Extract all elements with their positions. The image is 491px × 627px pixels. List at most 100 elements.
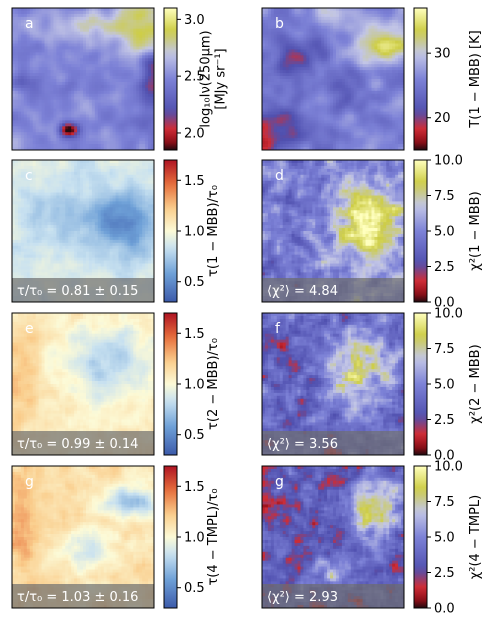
heatmap-cell [62,87,66,92]
heatmap-cell [285,114,290,118]
heatmap-cell [62,162,66,167]
heatmap-cell [279,52,284,56]
heatmap-cell [139,99,143,104]
heatmap-cell [20,67,25,71]
heatmap-cell [142,102,146,107]
heatmap-cell [145,114,149,118]
heatmap-cell [270,129,275,133]
heatmap-cell [130,120,134,124]
heatmap-cell [50,84,54,89]
heatmap-cell [273,117,278,121]
heatmap-cell [270,81,275,86]
heatmap-cell [294,28,298,33]
heatmap-cell [285,19,290,24]
heatmap-cell [327,70,331,74]
heatmap-cell [145,34,149,38]
heatmap-cell [121,174,125,179]
heatmap-cell [136,168,140,173]
heatmap-cell [335,126,340,130]
heatmap-cell [338,52,343,56]
heatmap-cell [288,37,292,41]
heatmap-cell [327,79,331,83]
heatmap-cell [300,117,304,121]
heatmap-cell [291,16,295,21]
heatmap-cell [91,180,96,185]
heatmap-cell [330,108,334,112]
heatmap-cell [392,135,396,139]
heatmap-cell [273,111,278,115]
heatmap-cell [267,37,272,41]
heatmap-cell [74,84,78,89]
heatmap-cell [103,117,108,121]
heatmap-cell [276,120,281,124]
heatmap-cell [121,162,125,167]
heatmap-cell [395,28,399,33]
heatmap-cell [109,93,113,98]
heatmap-cell [368,132,372,136]
heatmap-cell [94,165,99,170]
heatmap-cell [130,138,134,142]
heatmap-cell [29,114,34,118]
heatmap-cell [133,84,137,89]
heatmap-cell [300,108,304,112]
heatmap-cell [100,141,105,145]
heatmap-cell [383,76,387,80]
heatmap-cell [77,144,81,148]
heatmap-cell [377,28,381,33]
heatmap-cell [282,8,287,12]
heatmap-cell [330,99,334,104]
heatmap-cell [392,141,396,145]
heatmap-cell [338,55,343,59]
heatmap-cell [50,147,54,151]
heatmap-cell [395,64,399,68]
heatmap-cell [100,34,105,38]
heatmap-cell [106,84,111,89]
heatmap-cell [136,135,140,139]
heatmap-cell [262,84,266,89]
heatmap-cell [127,76,131,80]
heatmap-cell [335,67,340,71]
heatmap-cell [389,16,393,21]
heatmap-cell [262,117,266,121]
heatmap-cell [14,49,19,53]
heatmap-cell [318,22,322,27]
heatmap-cell [38,49,42,53]
heatmap-cell [398,73,402,77]
heatmap-cell [335,10,340,15]
heatmap-cell [306,58,310,62]
heatmap-cell [142,177,146,182]
heatmap-cell [142,40,146,44]
heatmap-cell [80,93,84,98]
heatmap-cell [282,132,287,136]
heatmap-cell [327,52,331,56]
heatmap-cell [94,64,99,68]
heatmap-cell [327,147,331,151]
heatmap-cell [267,19,272,24]
heatmap-cell [148,168,152,173]
heatmap-cell [35,160,40,164]
heatmap-cell [401,31,405,36]
heatmap-cell [115,96,119,101]
heatmap-cell [14,67,19,71]
heatmap-cell [35,55,40,59]
colorbar-tick-label: 2.5 [184,70,205,85]
heatmap-cell [294,34,298,38]
heatmap-cell [91,64,96,68]
heatmap-cell [103,10,108,15]
heatmap-cell [330,90,334,95]
heatmap-cell [118,28,122,33]
heatmap-cell [83,67,87,71]
heatmap-cell [300,129,304,133]
heatmap-cell [133,46,137,50]
heatmap-cell [151,144,155,148]
heatmap-cell [106,40,111,44]
heatmap-cell [77,55,81,59]
heatmap-cell [127,117,131,121]
heatmap-cell [273,79,278,83]
heatmap-cell [85,114,90,118]
heatmap-cell [35,67,40,71]
heatmap-cell [97,28,102,33]
heatmap-cell [17,162,22,167]
heatmap-cell [380,55,384,59]
heatmap-cell [88,16,93,21]
